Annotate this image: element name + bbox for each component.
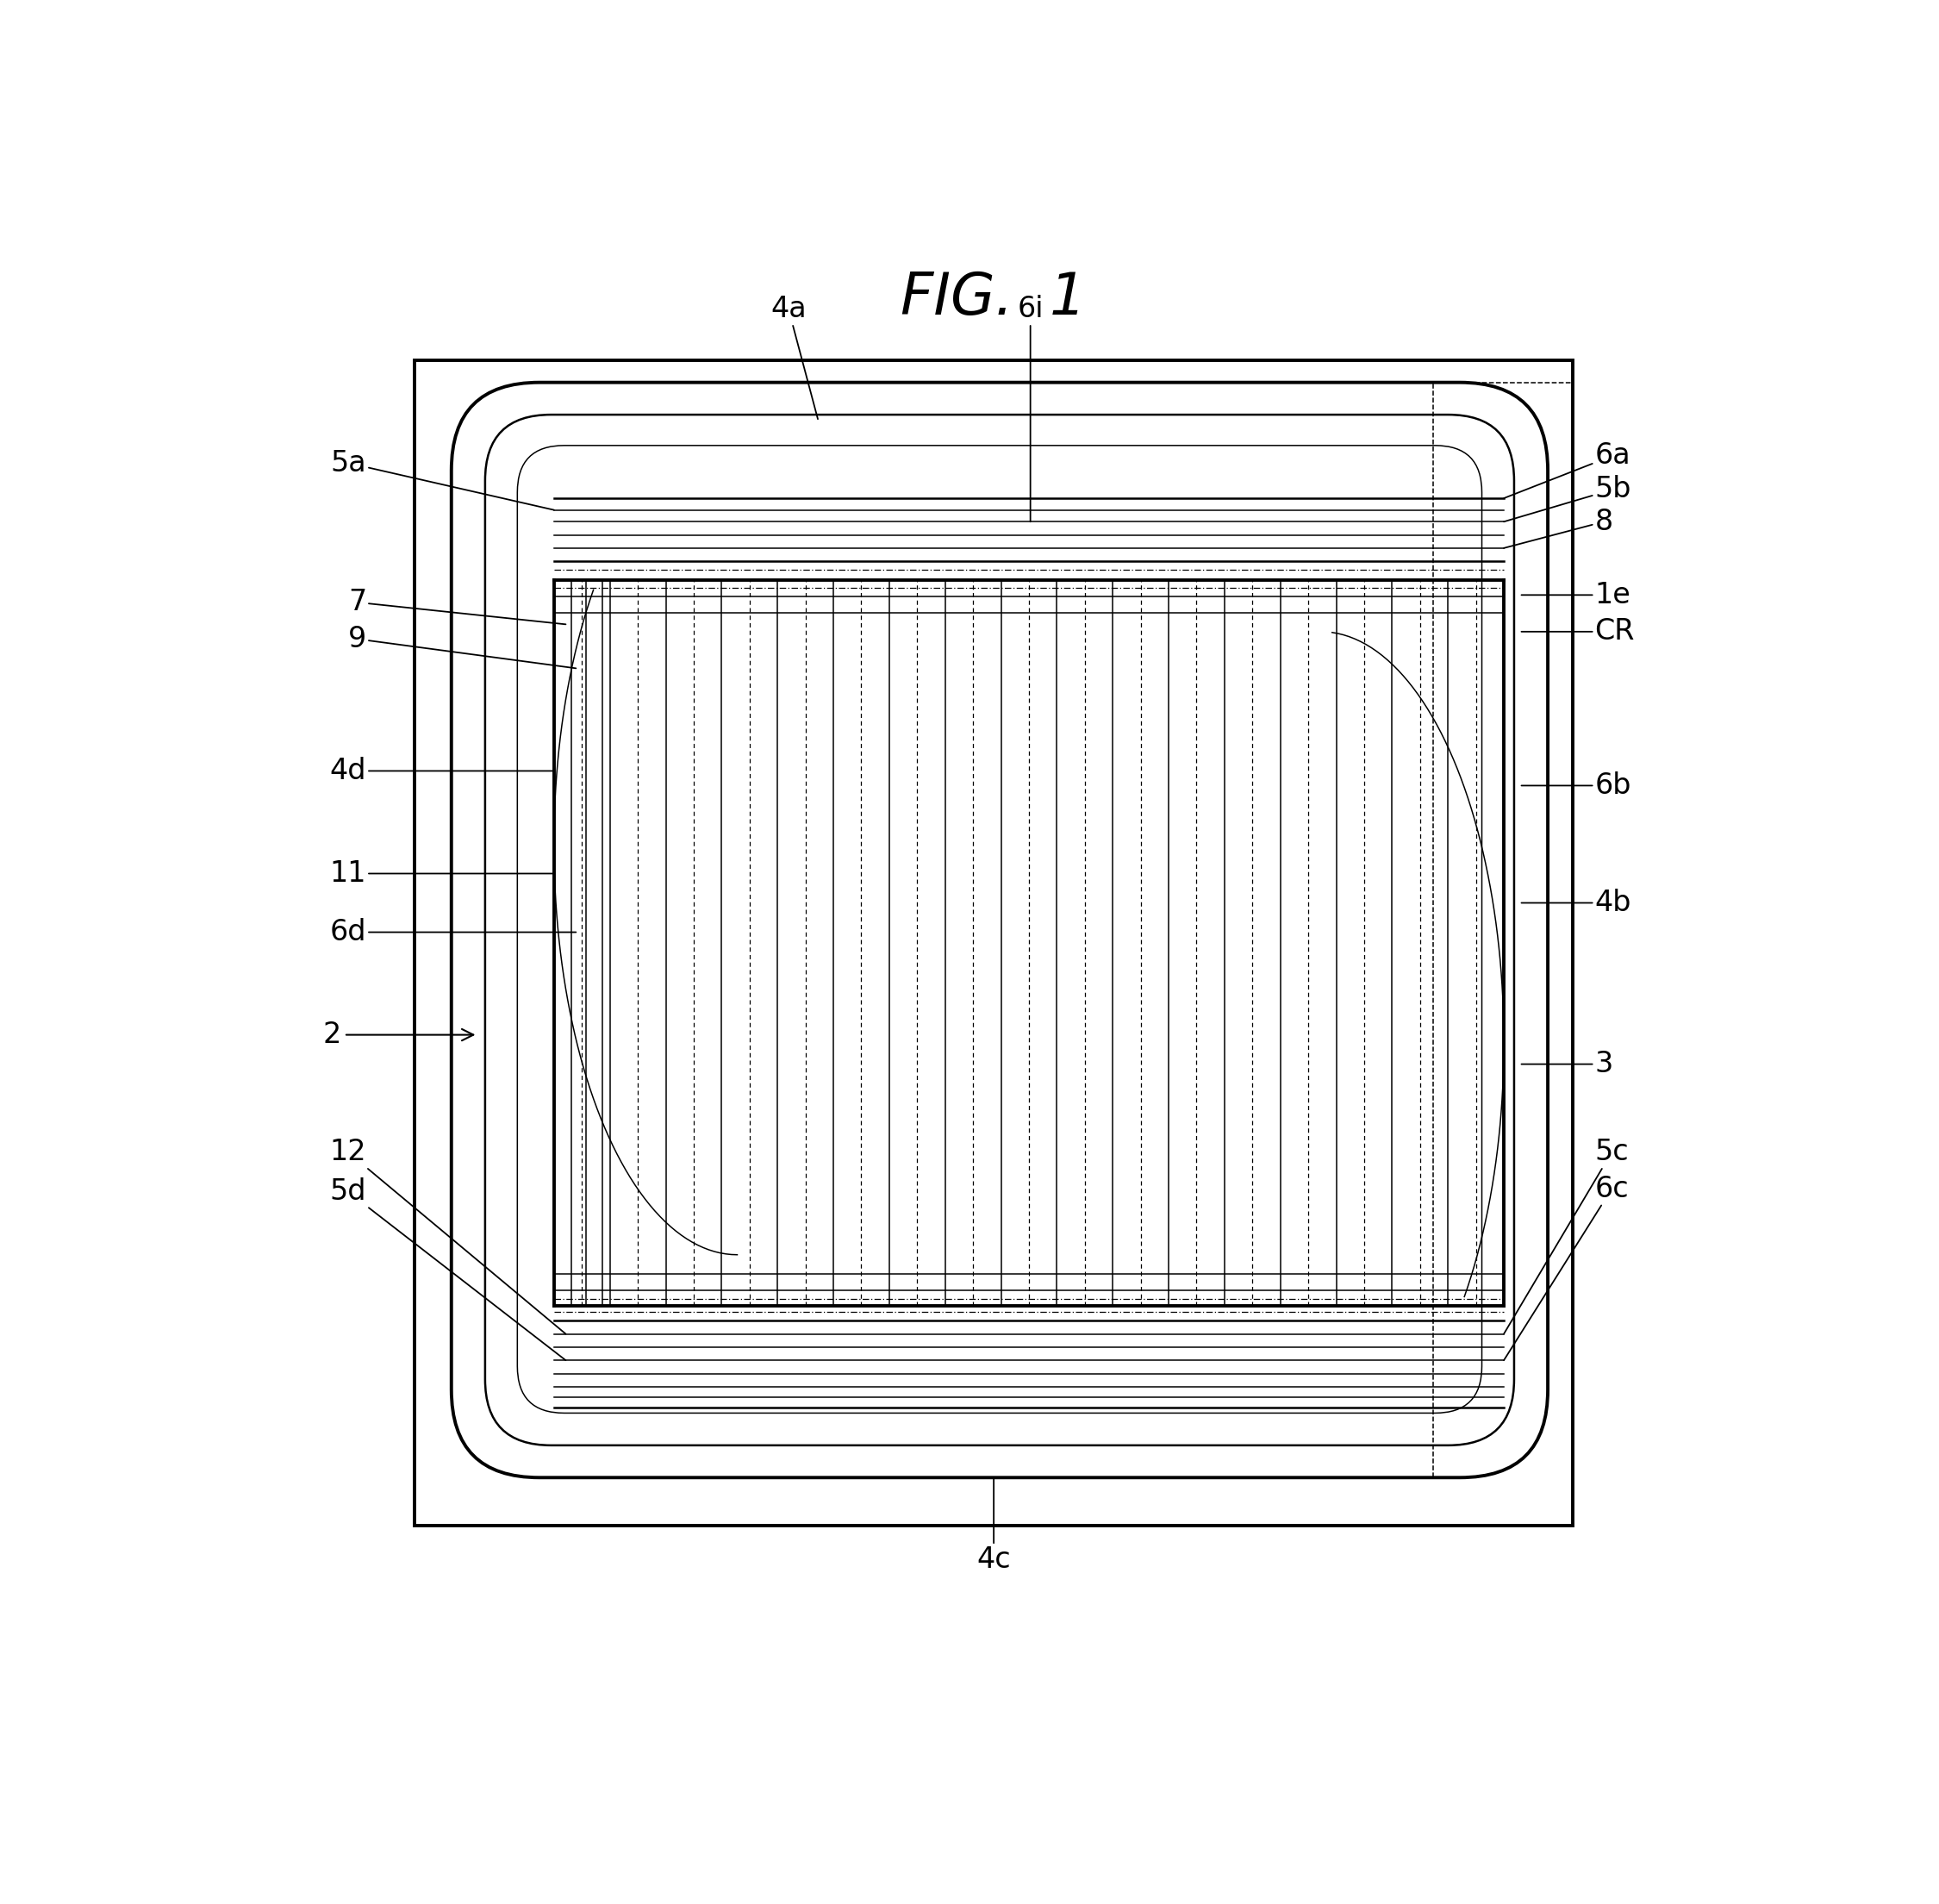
Text: 6b: 6b: [1522, 771, 1631, 800]
Text: 4c: 4c: [977, 1478, 1010, 1575]
Text: 11: 11: [330, 859, 555, 887]
Text: 4a: 4a: [770, 295, 818, 419]
Text: 5d: 5d: [330, 1177, 566, 1359]
Text: 8: 8: [1505, 508, 1613, 548]
Text: 5a: 5a: [330, 449, 555, 510]
Bar: [415, 360, 1573, 1525]
Text: 4d: 4d: [330, 756, 555, 784]
Text: FIG.  1: FIG. 1: [902, 270, 1086, 326]
Text: 12: 12: [330, 1139, 566, 1335]
Text: 6a: 6a: [1505, 442, 1631, 499]
Text: 2: 2: [324, 1021, 473, 1049]
Text: 9: 9: [349, 625, 576, 668]
Text: 7: 7: [349, 588, 566, 625]
Text: 5c: 5c: [1505, 1139, 1629, 1335]
Text: 4b: 4b: [1522, 889, 1631, 918]
Text: 6i: 6i: [1018, 295, 1043, 522]
Text: 5b: 5b: [1505, 476, 1631, 522]
Text: 6c: 6c: [1505, 1175, 1629, 1359]
Text: 6d: 6d: [330, 918, 576, 946]
Text: 1e: 1e: [1522, 581, 1631, 609]
Text: CR: CR: [1522, 617, 1635, 645]
Text: 3: 3: [1522, 1049, 1613, 1078]
